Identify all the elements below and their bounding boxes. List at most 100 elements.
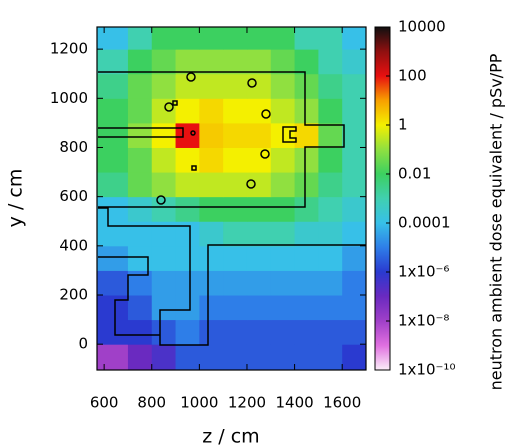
heatmap-cell (97, 196, 129, 222)
heatmap-cell (223, 221, 248, 247)
heatmap-cell (199, 196, 224, 222)
heatmap-cell (127, 319, 153, 345)
outline (190, 130, 196, 136)
colorbar-tick-label: 0.01 (398, 165, 431, 183)
colorbar (374, 26, 391, 371)
heatmap-cell (97, 172, 129, 198)
x-axis-label: z / cm (202, 426, 259, 448)
heatmap-cell (294, 196, 319, 222)
heatmap-cell (223, 98, 248, 124)
heatmap-cell (318, 73, 343, 99)
heatmap-cell (97, 270, 129, 296)
heatmap-cell (342, 270, 367, 296)
heatmap-cell (294, 172, 319, 198)
heatmap-cell (246, 295, 272, 321)
heatmap-cell (97, 221, 129, 247)
heatmap-cell (199, 319, 224, 345)
heatmap-cell (270, 196, 296, 222)
heatmap-cell (127, 27, 153, 50)
heatmap-cell (151, 27, 177, 50)
heatmap-cell (342, 295, 367, 321)
heatmap-cell (175, 245, 200, 271)
heatmap-cell (151, 49, 177, 75)
heatmap-cell (175, 49, 200, 75)
heatmap-cell (294, 295, 319, 321)
outline (247, 78, 257, 88)
outline (282, 126, 297, 143)
heatmap-cell (223, 196, 248, 222)
x-tick-label: 1400 (275, 394, 313, 412)
outline (172, 100, 178, 106)
outline (98, 71, 345, 208)
heatmap-cell (342, 73, 367, 99)
heatmap-cell (246, 270, 272, 296)
heatmap-cell (246, 49, 272, 75)
heatmap-cell (270, 221, 296, 247)
heatmap-cell (97, 245, 129, 271)
heatmap-cell (127, 344, 153, 371)
heatmap-cell (223, 295, 248, 321)
heatmap-cell (199, 98, 224, 124)
heatmap-cell (223, 319, 248, 345)
heatmap-cell (270, 172, 296, 198)
heatmap-cell (175, 270, 200, 296)
heatmap-cell (246, 196, 272, 222)
heatmap-cell (151, 344, 177, 371)
heatmap-cell (223, 49, 248, 75)
heatmap-cell (270, 147, 296, 173)
heatmap-cell (97, 49, 129, 75)
heatmap-cell (246, 319, 272, 345)
heatmap-cell (318, 319, 343, 345)
heatmap-cell (342, 49, 367, 75)
heatmap-cell (342, 344, 367, 371)
outline (261, 109, 271, 119)
heatmap-cell (127, 49, 153, 75)
heatmap-cell (223, 270, 248, 296)
y-tick-label: 200 (59, 286, 88, 304)
heatmap-cell (199, 344, 224, 371)
heatmap-cell (199, 295, 224, 321)
heatmap-cell (199, 73, 224, 99)
heatmap-cell (270, 270, 296, 296)
heatmap-cell (342, 196, 367, 222)
outline (246, 179, 256, 189)
colorbar-label: neutron ambient dose equivalent / pSv/PP (487, 53, 506, 390)
colorbar-tick-label: 10000 (398, 18, 446, 36)
heatmap-cell (175, 196, 200, 222)
outline (164, 102, 174, 112)
y-tick-label: 0 (78, 335, 88, 353)
heatmap-cell (151, 147, 177, 173)
heatmap-cell (97, 122, 129, 148)
heatmap-cell (127, 98, 153, 124)
heatmap-cell (127, 295, 153, 321)
heatmap-cell (223, 147, 248, 173)
heatmap-cell (127, 147, 153, 173)
colorbar-tick-label: 1 (398, 116, 408, 134)
heatmap-cell (270, 73, 296, 99)
heatmap-cell (127, 221, 153, 247)
x-tick-label: 1600 (323, 394, 361, 412)
heatmap-cell (246, 27, 272, 50)
heatmap-cell (318, 172, 343, 198)
heatmap-cell (342, 98, 367, 124)
heatmap-cell (342, 147, 367, 173)
outline (98, 207, 366, 346)
heatmap-cell (97, 319, 129, 345)
plot-frame (96, 26, 367, 371)
outline (186, 72, 196, 82)
heatmap-cell (223, 27, 248, 50)
heatmap-cell (270, 49, 296, 75)
outline (98, 256, 160, 336)
heatmap-cell (318, 27, 343, 50)
y-tick-label: 1000 (50, 89, 88, 107)
heatmap-cell (318, 245, 343, 271)
colorbar-tick-label: 1x10⁻⁸ (398, 312, 449, 330)
heatmap-cell (151, 270, 177, 296)
heatmap-cell (318, 98, 343, 124)
heatmap-cell (175, 98, 200, 124)
heatmap-cell (199, 245, 224, 271)
heatmap-cell (342, 221, 367, 247)
colorbar-tick-label: 1x10⁻⁶ (398, 263, 449, 281)
heatmap-cell (294, 319, 319, 345)
heatmap-cell (342, 245, 367, 271)
